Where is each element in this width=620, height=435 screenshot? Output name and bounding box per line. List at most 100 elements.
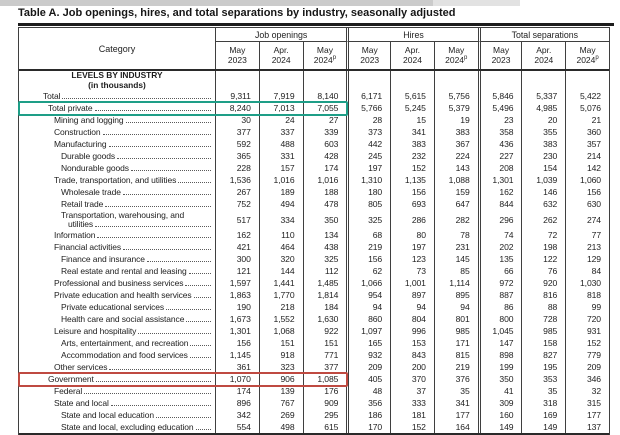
value-cell: 159 (433, 186, 478, 198)
row-label-line: Construction (54, 127, 212, 137)
table-row: Trade, transportation, and utilities 1,53… (19, 174, 609, 186)
value-cell: 7,013 (258, 102, 303, 114)
value-cell: 996 (390, 325, 434, 337)
value-cell: 752 (215, 198, 259, 210)
value-cell: 214 (565, 150, 609, 162)
value-cell: 231 (433, 241, 478, 253)
value-cell: 224 (433, 150, 478, 162)
table-row: Private education and health services 1,8… (19, 289, 609, 301)
value-cell: 355 (521, 126, 565, 138)
value-cell: 350 (477, 373, 522, 385)
row-label-line: Information (54, 230, 212, 240)
value-cell: 377 (302, 361, 347, 373)
value-cell: 318 (521, 397, 565, 409)
dotted-leader (155, 416, 211, 418)
value-cell: 442 (346, 138, 390, 150)
value-cell: 213 (565, 241, 609, 253)
row-label: Private education and health services (19, 289, 215, 301)
value-cell: 162 (477, 186, 522, 198)
value-cell: 720 (565, 313, 609, 325)
value-cell: 377 (215, 126, 259, 138)
table-row: Leisure and hospitality 1,301 1,068 922 1,09… (19, 325, 609, 337)
row-label: Professional and business services (19, 277, 215, 289)
value-cell: 1,066 (346, 277, 390, 289)
value-cell: 365 (215, 150, 259, 162)
value-cell: 48 (346, 385, 390, 397)
value-cell: 804 (390, 313, 434, 325)
value-cell: 145 (433, 253, 478, 265)
dotted-leader (117, 157, 211, 159)
value-cell: 498 (258, 421, 303, 433)
value-cell: 325 (346, 210, 390, 229)
dotted-leader (146, 260, 211, 262)
value-cell: 1,068 (258, 325, 303, 337)
value-cell: 162 (215, 229, 259, 241)
row-label-line: Transportation, warehousing, and (61, 210, 185, 220)
value-cell: 7,055 (302, 102, 347, 114)
table-row: Total private 8,240 7,013 7,055 5,766 5,245 5,… (18, 100, 609, 116)
dotted-leader (188, 272, 211, 274)
value-cell: 421 (215, 241, 259, 253)
column-header: Apr. 2024 (390, 42, 434, 69)
value-cell: 181 (390, 409, 434, 421)
dotted-leader (166, 308, 211, 310)
value-cell (477, 71, 522, 90)
dotted-leader (130, 169, 211, 171)
table-row: State and local education 342 269 295 186 181… (19, 409, 609, 421)
title-underline (18, 23, 614, 26)
value-cell: 816 (521, 289, 565, 301)
value-cell: 37 (390, 385, 434, 397)
value-cell: 341 (390, 126, 434, 138)
table-row: Total 9,311 7,919 8,140 6,171 5,615 5,756 5,846… (19, 90, 609, 102)
value-cell: 177 (433, 409, 478, 421)
row-label: Leisure and hospitality (19, 325, 215, 337)
value-cell: 1,863 (215, 289, 259, 301)
value-cell: 428 (302, 150, 347, 162)
dotted-leader (122, 248, 211, 250)
value-cell: 197 (390, 241, 434, 253)
value-cell: 28 (346, 114, 390, 126)
row-label-line: Accommodation and food services (61, 350, 212, 360)
value-cell: 227 (477, 150, 522, 162)
row-label-line: utilities (61, 219, 212, 229)
value-cell: 1,536 (215, 174, 259, 186)
window-chrome-strip (0, 0, 433, 6)
value-cell: 184 (302, 301, 347, 313)
value-cell: 188 (302, 186, 347, 198)
value-cell: 262 (521, 210, 565, 229)
value-cell: 464 (258, 241, 303, 253)
value-cell: 5,379 (433, 102, 478, 114)
value-cell: 27 (302, 114, 347, 126)
row-label: State and local (19, 397, 215, 409)
value-cell: 1,030 (565, 277, 609, 289)
column-header: May 2024p (433, 42, 478, 69)
value-cell: 186 (346, 409, 390, 421)
dotted-leader (95, 225, 211, 227)
value-cell: 1,552 (258, 313, 303, 325)
value-cell: 1,597 (215, 277, 259, 289)
value-cell: 647 (433, 198, 478, 210)
value-cell: 779 (565, 349, 609, 361)
row-label: Government (19, 373, 215, 385)
value-cell: 922 (302, 325, 347, 337)
value-cell: 7,919 (258, 90, 303, 102)
value-cell: 383 (521, 138, 565, 150)
value-cell: 895 (433, 289, 478, 301)
value-cell: 300 (215, 253, 259, 265)
value-cell: 156 (346, 253, 390, 265)
value-cell: 152 (390, 162, 434, 174)
value-cell: 74 (477, 229, 522, 241)
value-cell: 134 (302, 229, 347, 241)
row-label-line: State and local education (61, 410, 212, 420)
value-cell: 180 (346, 186, 390, 198)
table-row: Government 1,070 906 1,085 405 370 376 350 353 34… (18, 371, 609, 387)
dotted-leader (185, 284, 211, 286)
value-cell: 954 (346, 289, 390, 301)
value-cell: 8,240 (215, 102, 259, 114)
dotted-leader (105, 205, 211, 207)
column-header: May 2023 (215, 42, 259, 69)
value-cell: 23 (477, 114, 522, 126)
value-cell: 19 (433, 114, 478, 126)
value-cell: 438 (302, 241, 347, 253)
value-cell: 190 (215, 301, 259, 313)
